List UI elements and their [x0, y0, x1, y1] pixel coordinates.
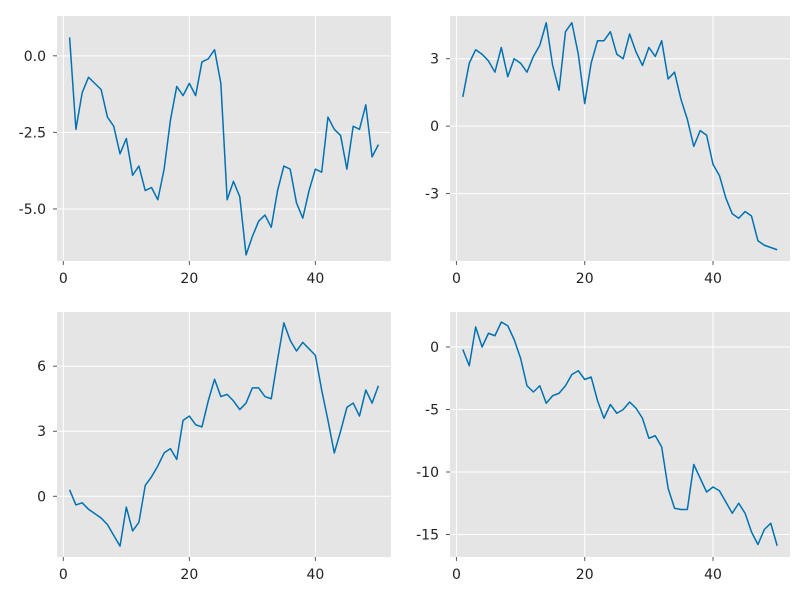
- x-tick-label: 40: [306, 271, 324, 287]
- chart-panel-bottom-left: 0 20 40 6 3 0: [37, 312, 391, 583]
- y-tick-label: 6: [37, 359, 46, 375]
- y-tick-label: -5.0: [19, 202, 46, 218]
- series-line: [68, 37, 380, 256]
- x-tick-label: 20: [180, 567, 198, 583]
- plot-area: [450, 312, 790, 557]
- plot-area: [57, 312, 391, 557]
- y-tick-label: -5: [425, 403, 439, 419]
- y-tick-label: -2.5: [19, 125, 46, 141]
- chart-panel-top-right: 0 20 40 3 0 -3: [425, 16, 790, 287]
- x-tick-label: 40: [704, 271, 722, 287]
- x-tick-label: 40: [306, 567, 324, 583]
- series-line: [68, 322, 380, 547]
- chart-panel-bottom-right: 0 20 40 0 -5 -10 -15: [416, 312, 790, 583]
- y-tick-label: 3: [37, 424, 46, 440]
- x-tick-label: 0: [59, 567, 68, 583]
- y-tick-label: -15: [416, 528, 439, 544]
- y-tick-label: 3: [430, 52, 439, 68]
- x-tick-label: 20: [180, 271, 198, 287]
- y-tick-label: -3: [425, 187, 439, 203]
- y-tick-label: 0: [430, 340, 439, 356]
- chart-panel-top-left: 0 20 40 0.0 -2.5 -5.0: [19, 16, 391, 287]
- plot-area: [450, 16, 790, 261]
- series-line: [462, 21, 778, 251]
- y-tick-label: 0: [430, 119, 439, 135]
- x-tick-label: 20: [576, 271, 594, 287]
- y-tick-label: 0.0: [24, 49, 46, 65]
- x-tick-label: 40: [704, 567, 722, 583]
- y-tick-label: -10: [416, 465, 439, 481]
- x-tick-label: 20: [576, 567, 594, 583]
- x-tick-label: 0: [452, 567, 461, 583]
- x-tick-label: 0: [452, 271, 461, 287]
- y-tick-label: 0: [37, 489, 46, 505]
- series-line: [462, 321, 778, 546]
- x-tick-label: 0: [59, 271, 68, 287]
